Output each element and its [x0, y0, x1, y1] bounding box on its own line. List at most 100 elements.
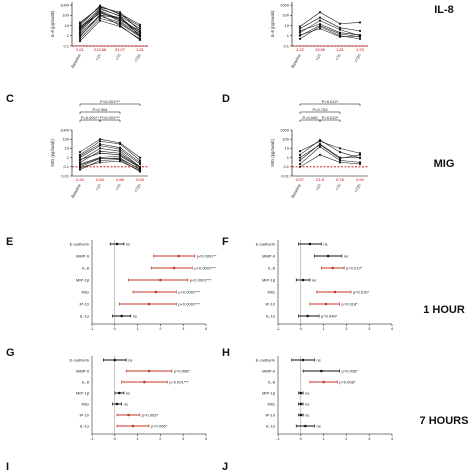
cytokine-label: E-cadherin [70, 241, 89, 246]
data-point [138, 166, 142, 169]
estimate-point [147, 369, 151, 373]
p-value-label: P=0.703 [312, 107, 328, 112]
subject-line [299, 139, 361, 159]
data-point [118, 141, 122, 144]
subject-line [79, 157, 141, 170]
data-point [98, 159, 102, 162]
data-point [318, 16, 322, 19]
median-label: 1.81 [336, 47, 345, 52]
data-point [118, 157, 122, 161]
estimate-point [159, 278, 162, 282]
significance-label: ns [323, 241, 327, 246]
estimate-point [131, 424, 135, 428]
y-tick-label: 0.01 [281, 173, 290, 178]
data-point [98, 156, 102, 160]
data-point [78, 154, 82, 158]
significance-label: p<0.0001*** [178, 289, 200, 294]
y-tick-label: 0.1 [63, 43, 69, 48]
y-tick-label: 100 [282, 13, 289, 18]
x-tick-label: 1 [322, 436, 325, 441]
data-point [358, 35, 362, 38]
x-tick-label: +7h [334, 183, 342, 191]
subject-line [79, 143, 141, 163]
data-point [338, 159, 342, 162]
y-axis-label: IL-8 (pg/swab) [50, 10, 55, 37]
data-point [298, 162, 302, 166]
significance-label: p=0.008* [342, 368, 359, 373]
subject-line [299, 17, 361, 32]
subject-line [79, 6, 141, 25]
significance-label: p=0.016* [353, 289, 370, 294]
x-tick-label: 3 [182, 436, 185, 441]
subject-line [79, 145, 141, 165]
x-tick-label: -1 [90, 326, 94, 331]
row-label-il8: IL-8 [434, 4, 454, 16]
data-point [98, 150, 102, 153]
significance-label: ns [128, 357, 132, 362]
x-tick-label: +72h [353, 183, 362, 193]
x-tick-label: 0 [300, 326, 303, 331]
x-tick-label: -1 [90, 436, 94, 441]
significance-label: p=0.048* [321, 313, 338, 318]
panel-letter-d: D [222, 93, 230, 105]
median-label: 0.86 [116, 177, 125, 182]
estimate-point [304, 424, 307, 428]
data-point [118, 153, 122, 156]
x-tick-label: +72h [133, 53, 142, 63]
x-tick-label: 3 [182, 326, 185, 331]
significance-label: p=0.018* [342, 301, 359, 306]
cytokine-label: MMP-9 [76, 253, 90, 258]
y-tick-label: 0.1 [283, 164, 289, 169]
cytokine-label: MIP-1β [262, 277, 276, 282]
data-point [138, 161, 142, 164]
row-label-1hour: 1 HOUR [423, 304, 465, 316]
cytokine-label: MIP-1β [76, 390, 90, 395]
data-point [138, 162, 142, 166]
y-tick-label: 1000 [60, 2, 70, 7]
data-point [78, 164, 82, 167]
data-point [338, 147, 342, 150]
subject-line [79, 18, 141, 40]
data-point [118, 24, 122, 27]
panel-letter-e: E [6, 236, 13, 248]
x-tick-label: 2 [345, 326, 348, 331]
data-point [338, 22, 342, 25]
x-tick-label: +1h [314, 183, 322, 191]
estimate-point [326, 254, 330, 258]
cytokine-label: MIG [267, 401, 275, 406]
significance-label: ns [316, 423, 320, 428]
data-point [298, 29, 302, 32]
row-label-7hours: 7 HOURS [420, 415, 469, 427]
data-point [118, 150, 122, 153]
data-point [78, 26, 82, 29]
panel-letter-i: I [6, 461, 9, 473]
y-tick-label: 0.1 [63, 164, 69, 169]
estimate-point [324, 302, 328, 306]
y-tick-label: 1000 [60, 127, 70, 132]
median-label: 0.94 [356, 177, 365, 182]
x-tick-label: +1h [94, 53, 102, 61]
estimate-point [308, 242, 312, 246]
data-point [298, 25, 302, 28]
data-point [78, 166, 82, 169]
estimate-point [147, 302, 151, 306]
significance-label: ns [124, 401, 128, 406]
p-value-label: P=0.010* [322, 115, 339, 120]
estimate-point [320, 369, 323, 373]
data-point [318, 153, 322, 156]
data-point [338, 161, 342, 164]
median-label: 0.34 [76, 177, 85, 182]
data-point [138, 29, 142, 32]
data-point [78, 32, 82, 36]
data-point [338, 28, 342, 31]
cytokine-label: IL-8 [268, 265, 276, 270]
significance-label: p=0.008* [174, 368, 191, 373]
panel-letter-j: J [222, 461, 228, 473]
estimate-point [299, 402, 303, 406]
subject-line [79, 138, 141, 158]
data-point [138, 156, 142, 159]
estimate-point [115, 402, 119, 406]
x-tick-label: 1 [322, 326, 325, 331]
cytokine-label: MMP-9 [76, 368, 90, 373]
data-point [118, 12, 122, 15]
